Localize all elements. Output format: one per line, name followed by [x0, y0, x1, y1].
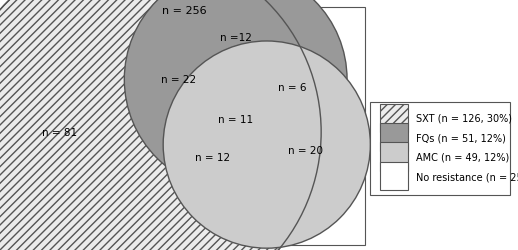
Text: n = 12: n = 12 — [195, 152, 230, 162]
Text: FQs (n = 51, 12%): FQs (n = 51, 12%) — [416, 133, 506, 143]
Text: n = 256: n = 256 — [162, 6, 206, 16]
Text: n = 20: n = 20 — [288, 145, 323, 155]
Text: AMC (n = 49, 12%): AMC (n = 49, 12%) — [416, 152, 509, 162]
Text: n = 81: n = 81 — [42, 128, 77, 138]
FancyBboxPatch shape — [380, 104, 408, 132]
Text: n =12: n =12 — [220, 32, 252, 42]
Text: n = 11: n = 11 — [218, 115, 253, 125]
FancyBboxPatch shape — [380, 143, 408, 171]
Text: SXT (n = 126, 30%): SXT (n = 126, 30%) — [416, 113, 512, 123]
Text: n = 6: n = 6 — [278, 82, 307, 92]
Ellipse shape — [163, 42, 370, 248]
Ellipse shape — [124, 0, 347, 191]
Text: No resistance (n = 256, 61%): No resistance (n = 256, 61%) — [416, 172, 518, 181]
Ellipse shape — [0, 0, 321, 250]
FancyBboxPatch shape — [370, 102, 510, 195]
Text: n = 22: n = 22 — [161, 75, 196, 85]
FancyBboxPatch shape — [380, 162, 408, 191]
FancyBboxPatch shape — [5, 8, 365, 245]
FancyBboxPatch shape — [380, 124, 408, 152]
